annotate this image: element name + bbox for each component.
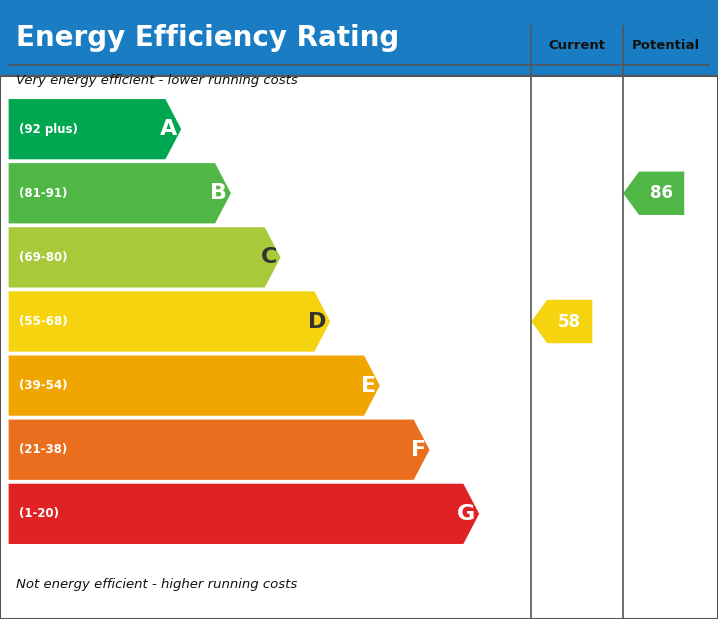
Text: G: G (457, 504, 475, 524)
Text: Energy Efficiency Rating: Energy Efficiency Rating (16, 24, 399, 52)
Text: Very energy efficient - lower running costs: Very energy efficient - lower running co… (16, 74, 297, 87)
Text: (69-80): (69-80) (19, 251, 68, 264)
Text: (1-20): (1-20) (19, 508, 60, 521)
Text: 86: 86 (650, 184, 673, 202)
Text: (21-38): (21-38) (19, 443, 67, 456)
Polygon shape (9, 420, 429, 480)
Bar (0, 0, 718, 76)
Polygon shape (9, 483, 479, 544)
Polygon shape (9, 292, 330, 352)
Text: (81-91): (81-91) (19, 187, 67, 200)
Text: (39-54): (39-54) (19, 379, 68, 392)
Text: B: B (210, 183, 228, 203)
Bar (0, 76, 718, 619)
Text: Current: Current (549, 39, 606, 52)
Text: C: C (261, 248, 277, 267)
Text: (92 plus): (92 plus) (19, 123, 78, 136)
Polygon shape (623, 171, 684, 215)
Polygon shape (9, 163, 231, 223)
Text: A: A (160, 119, 177, 139)
Polygon shape (9, 227, 281, 287)
Text: Potential: Potential (633, 39, 700, 52)
Text: Not energy efficient - higher running costs: Not energy efficient - higher running co… (16, 578, 297, 592)
Polygon shape (531, 300, 592, 343)
Text: (55-68): (55-68) (19, 315, 68, 328)
Text: 58: 58 (558, 313, 582, 331)
Polygon shape (9, 99, 181, 159)
Text: D: D (308, 311, 327, 332)
Text: F: F (411, 439, 426, 460)
Text: E: E (361, 376, 376, 396)
Polygon shape (9, 355, 380, 416)
